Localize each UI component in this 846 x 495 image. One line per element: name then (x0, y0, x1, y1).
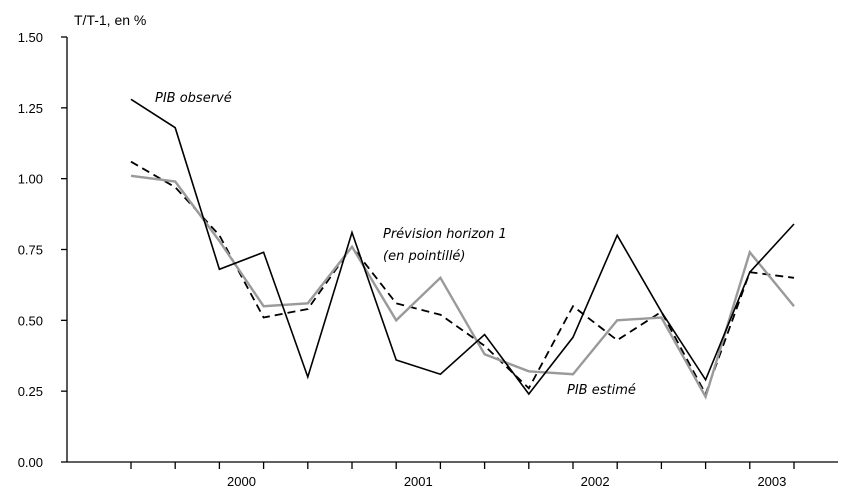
y-tick-label: 1.50 (18, 30, 43, 45)
series-line-prevision-horizon-1 (130, 160, 795, 397)
annotation-pib-estime: PIB estimé (567, 383, 636, 398)
x-year-label: 2002 (581, 474, 610, 489)
x-year-label: 2003 (757, 474, 786, 489)
annotation-prevision-line1: Prévision horizon 1 (383, 227, 507, 242)
y-tick-label: 0.25 (18, 384, 43, 399)
y-tick-label: 1.00 (18, 172, 43, 187)
y-axis-unit-label: T/T-1, en % (74, 12, 146, 28)
series-layer (130, 98, 795, 400)
x-year-label: 2001 (404, 474, 433, 489)
y-tick-label: 1.25 (18, 101, 43, 116)
series-line-pib-estime (130, 174, 795, 400)
x-year-label: 2000 (227, 474, 256, 489)
annotation-prevision-line2: (en pointillé) (383, 249, 466, 264)
y-tick-label: 0.50 (18, 313, 43, 328)
axes: 0.00 0.25 0.50 0.75 1.00 1.25 1.50 2000 2001 2002… (18, 30, 838, 489)
y-tick-label: 0.75 (18, 243, 43, 258)
annotation-pib-observe: PIB observé (155, 91, 232, 106)
series-line-pib-observe (130, 98, 795, 396)
y-tick-label: 0.00 (18, 455, 43, 470)
